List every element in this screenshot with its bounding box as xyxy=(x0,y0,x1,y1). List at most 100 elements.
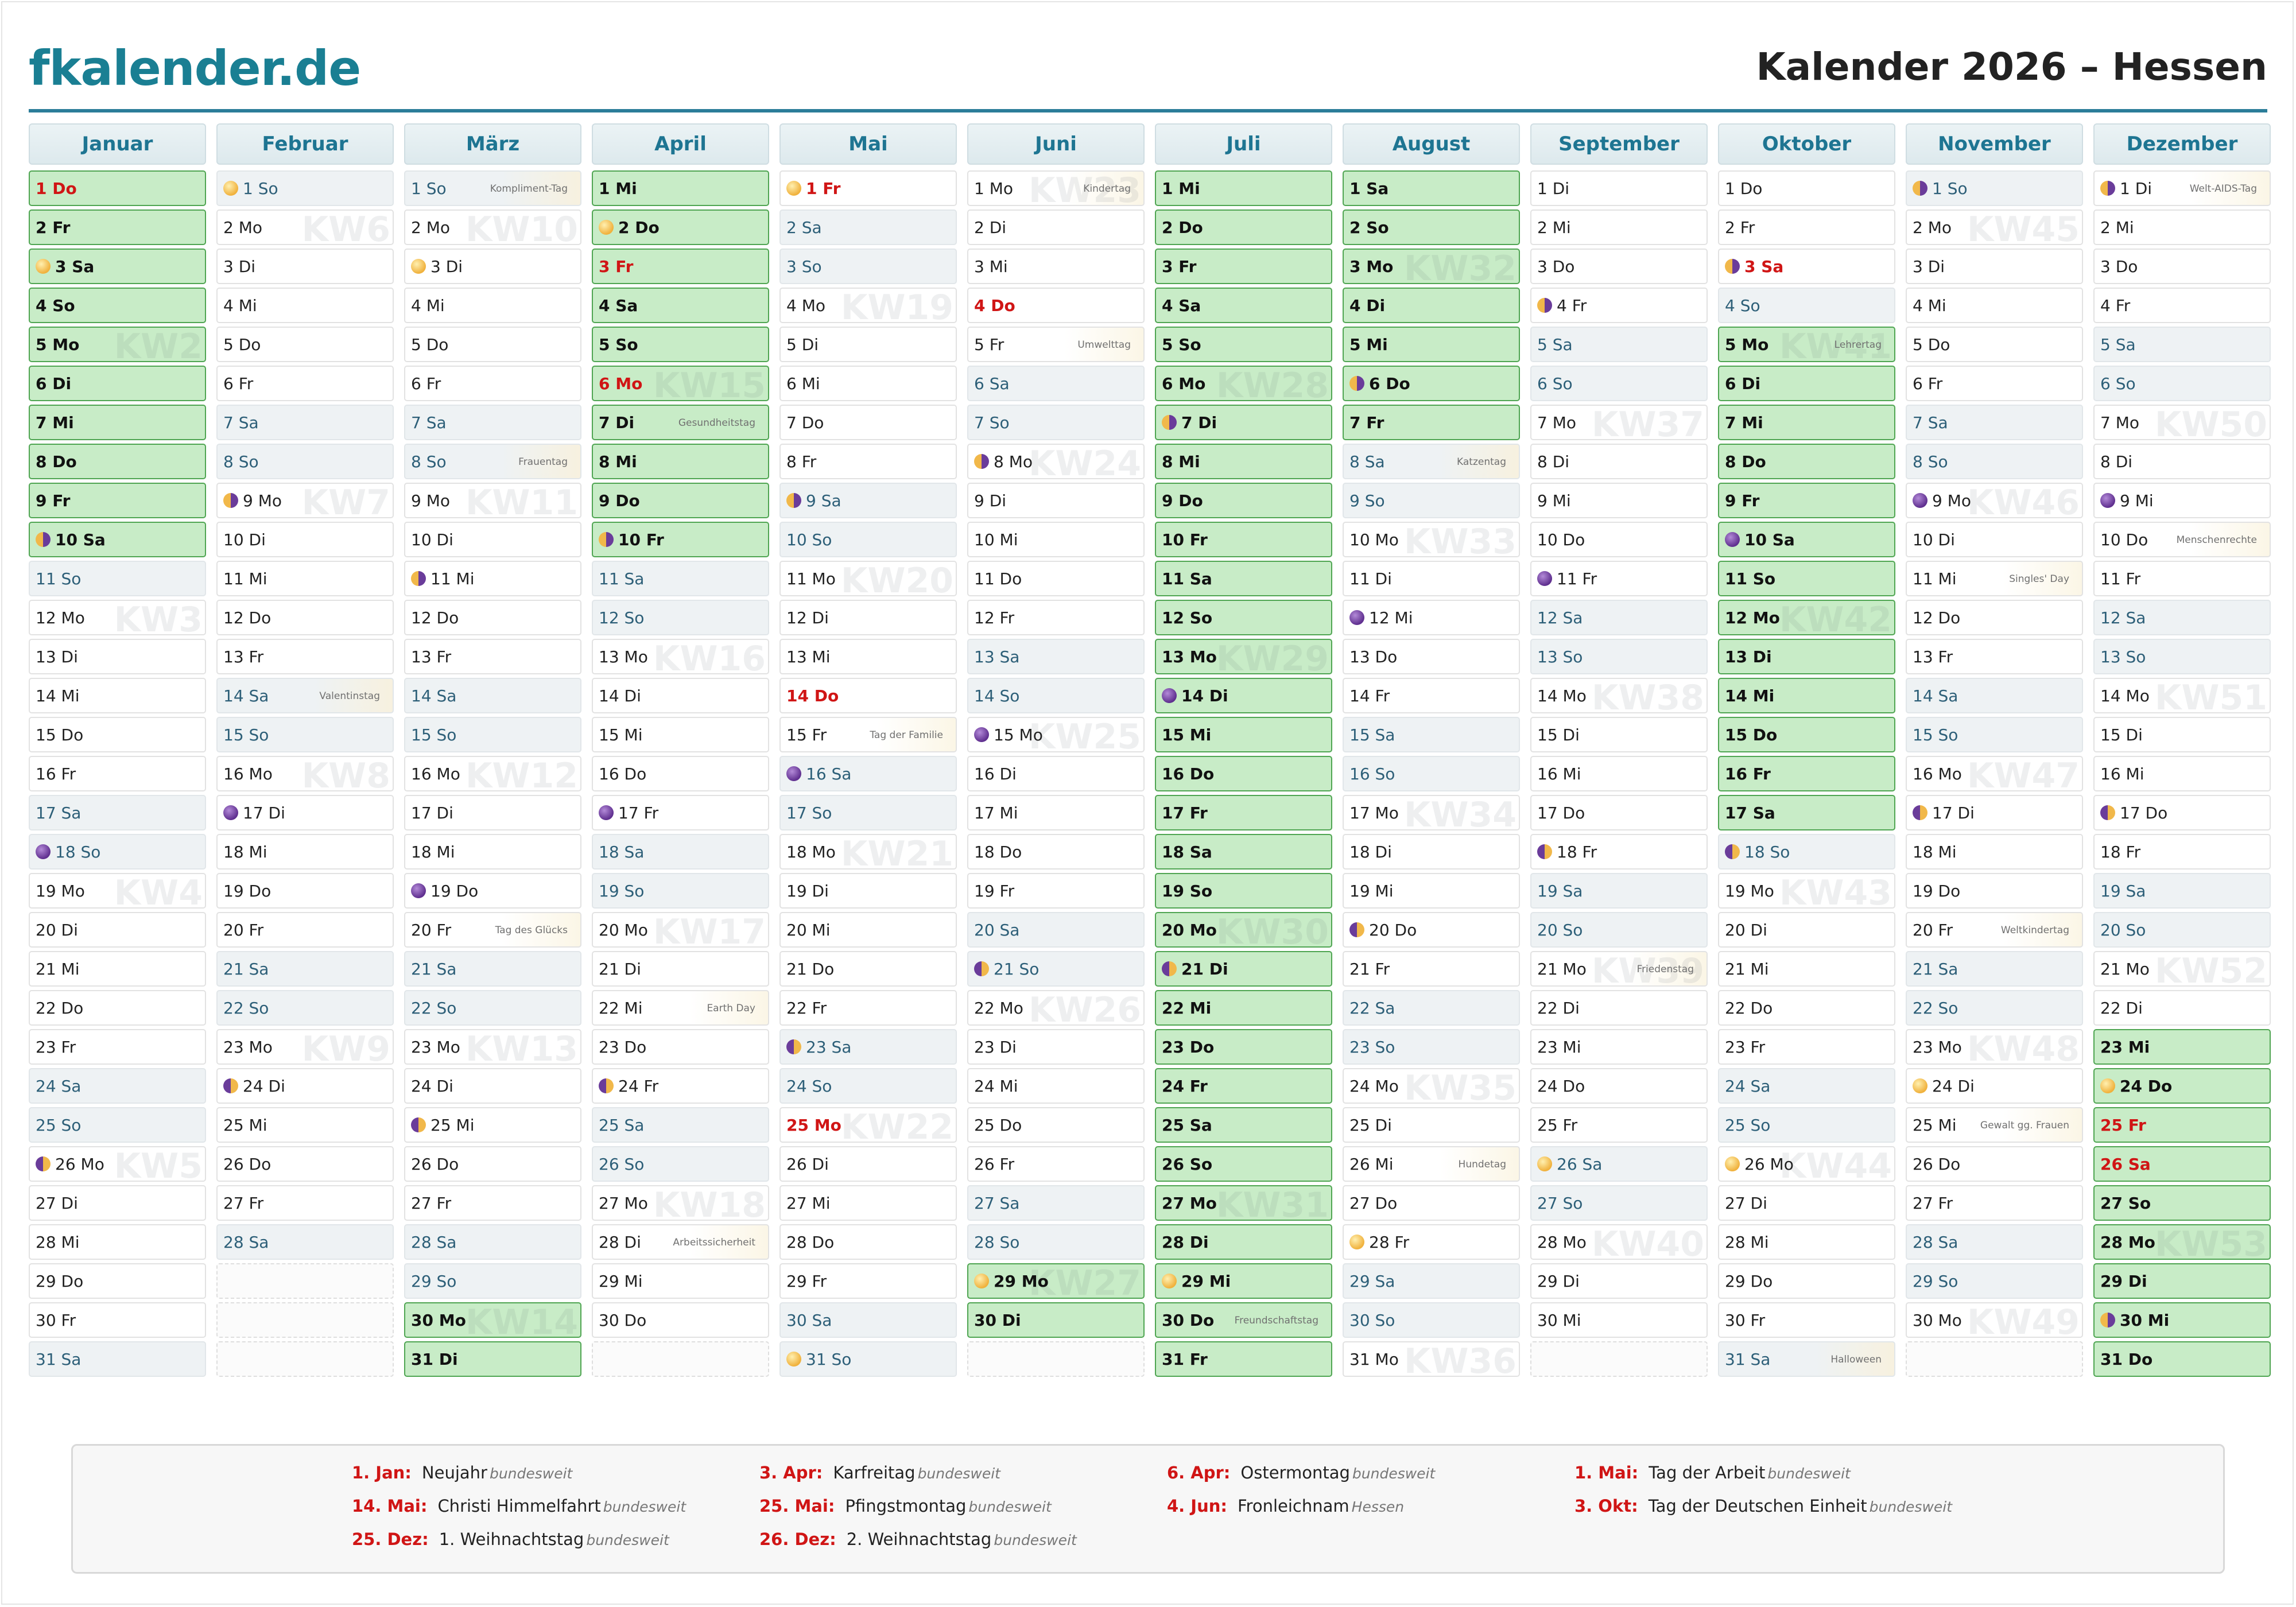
day-cell[interactable]: 10 Do xyxy=(1530,522,1708,557)
day-cell[interactable]: 20 So xyxy=(1530,912,1708,948)
day-cell[interactable]: 1 Di Welt-AIDS-Tag xyxy=(2093,170,2271,206)
day-cell[interactable]: 2 Mi xyxy=(1530,209,1708,245)
day-cell[interactable]: 1 Do xyxy=(29,170,206,206)
day-cell[interactable]: 31 So xyxy=(779,1341,957,1377)
day-cell[interactable]: 31 Do xyxy=(2093,1341,2271,1377)
day-cell[interactable]: 17 Fr xyxy=(1155,795,1332,830)
day-cell[interactable]: 6 Do xyxy=(1343,366,1520,401)
day-cell[interactable]: 22 Mi Earth Day xyxy=(592,990,769,1026)
day-cell[interactable]: 22 So xyxy=(404,990,581,1026)
day-cell[interactable]: 3 So xyxy=(779,249,957,284)
day-cell[interactable]: 21 Di xyxy=(1155,951,1332,987)
day-cell[interactable]: 21 Sa xyxy=(1906,951,2083,987)
day-cell[interactable]: 13 So xyxy=(2093,639,2271,674)
day-cell[interactable]: 1 Mi xyxy=(1155,170,1332,206)
day-cell[interactable]: KW9 23 Mo xyxy=(216,1029,394,1065)
day-cell[interactable]: 24 Sa xyxy=(29,1068,206,1104)
day-cell[interactable]: 9 Fr xyxy=(1718,483,1895,518)
day-cell[interactable]: 15 Di xyxy=(1530,717,1708,752)
day-cell[interactable]: 6 Fr xyxy=(216,366,394,401)
day-cell[interactable]: 27 Do xyxy=(1343,1185,1520,1221)
day-cell[interactable]: 1 So xyxy=(216,170,394,206)
day-cell[interactable]: 29 Fr xyxy=(779,1263,957,1299)
day-cell[interactable]: 19 Fr xyxy=(967,873,1145,909)
day-cell[interactable]: 10 Di xyxy=(216,522,394,557)
day-cell[interactable]: 10 Sa xyxy=(1718,522,1895,557)
day-cell[interactable]: 19 So xyxy=(1155,873,1332,909)
day-cell[interactable]: KW32 3 Mo xyxy=(1343,249,1520,284)
day-cell[interactable]: 29 Sa xyxy=(1343,1263,1520,1299)
day-cell[interactable]: KW28 6 Mo xyxy=(1155,366,1332,401)
day-cell[interactable]: KW40 28 Mo xyxy=(1530,1224,1708,1260)
day-cell[interactable]: 22 Fr xyxy=(779,990,957,1026)
day-cell[interactable]: 6 Di xyxy=(1718,366,1895,401)
day-cell[interactable]: 5 Do xyxy=(216,327,394,362)
day-cell[interactable]: 12 So xyxy=(1155,600,1332,635)
day-cell[interactable]: KW17 20 Mo xyxy=(592,912,769,948)
day-cell[interactable]: 20 Fr Weltkindertag xyxy=(1906,912,2083,948)
day-cell[interactable]: 19 Mi xyxy=(1343,873,1520,909)
day-cell[interactable]: KW33 10 Mo xyxy=(1343,522,1520,557)
day-cell[interactable]: 13 Fr xyxy=(216,639,394,674)
day-cell[interactable]: 30 Sa xyxy=(779,1302,957,1338)
day-cell[interactable]: 9 Do xyxy=(592,483,769,518)
day-cell[interactable]: 26 Do xyxy=(1906,1146,2083,1182)
day-cell[interactable]: 7 Sa xyxy=(216,405,394,440)
day-cell[interactable]: 11 Fr xyxy=(1530,561,1708,596)
day-cell[interactable]: 22 Di xyxy=(1530,990,1708,1026)
day-cell[interactable]: 25 So xyxy=(1718,1107,1895,1143)
day-cell[interactable]: KW25 15 Mo xyxy=(967,717,1145,752)
day-cell[interactable]: 24 Mi xyxy=(967,1068,1145,1104)
day-cell[interactable]: 27 So xyxy=(2093,1185,2271,1221)
day-cell[interactable]: 16 So xyxy=(1343,756,1520,791)
day-cell[interactable]: 19 Do xyxy=(404,873,581,909)
day-cell[interactable]: KW44 26 Mo xyxy=(1718,1146,1895,1182)
day-cell[interactable]: 18 Mi xyxy=(216,834,394,870)
day-cell[interactable]: 29 So xyxy=(404,1263,581,1299)
day-cell[interactable]: 14 Fr xyxy=(1343,678,1520,713)
day-cell[interactable]: 6 Mi xyxy=(779,366,957,401)
day-cell[interactable]: 12 Fr xyxy=(967,600,1145,635)
day-cell[interactable]: 24 Di xyxy=(404,1068,581,1104)
day-cell[interactable]: 8 Mi xyxy=(1155,444,1332,479)
day-cell[interactable]: 4 So xyxy=(29,288,206,323)
day-cell[interactable]: 20 Mi xyxy=(779,912,957,948)
day-cell[interactable]: 12 Do xyxy=(216,600,394,635)
day-cell[interactable]: 17 Mi xyxy=(967,795,1145,830)
day-cell[interactable]: 9 Do xyxy=(1155,483,1332,518)
day-cell[interactable]: 17 Sa xyxy=(1718,795,1895,830)
day-cell[interactable]: 18 So xyxy=(29,834,206,870)
day-cell[interactable]: 27 Mi xyxy=(779,1185,957,1221)
day-cell[interactable]: 9 Fr xyxy=(29,483,206,518)
day-cell[interactable]: 3 Mi xyxy=(967,249,1145,284)
day-cell[interactable]: 8 So xyxy=(1906,444,2083,479)
day-cell[interactable]: 3 Do xyxy=(1530,249,1708,284)
day-cell[interactable]: KW12 16 Mo xyxy=(404,756,581,791)
day-cell[interactable]: 5 Sa xyxy=(1530,327,1708,362)
day-cell[interactable]: 30 So xyxy=(1343,1302,1520,1338)
day-cell[interactable]: 3 Di xyxy=(1906,249,2083,284)
day-cell[interactable]: KW45 2 Mo xyxy=(1906,209,2083,245)
day-cell[interactable]: 28 Sa xyxy=(1906,1224,2083,1260)
day-cell[interactable]: 25 Mi xyxy=(404,1107,581,1143)
day-cell[interactable]: 17 So xyxy=(779,795,957,830)
day-cell[interactable]: 7 Sa xyxy=(404,405,581,440)
day-cell[interactable]: 24 Di xyxy=(1906,1068,2083,1104)
day-cell[interactable]: 23 Sa xyxy=(779,1029,957,1065)
day-cell[interactable]: 22 Mi xyxy=(1155,990,1332,1026)
day-cell[interactable]: 7 Di xyxy=(1155,405,1332,440)
day-cell[interactable]: 11 Fr xyxy=(2093,561,2271,596)
day-cell[interactable]: 2 Do xyxy=(592,209,769,245)
day-cell[interactable]: 28 Sa xyxy=(216,1224,394,1260)
day-cell[interactable]: 12 Di xyxy=(779,600,957,635)
day-cell[interactable]: 1 So xyxy=(1906,170,2083,206)
day-cell[interactable]: 23 Do xyxy=(1155,1029,1332,1065)
day-cell[interactable]: 2 Fr xyxy=(29,209,206,245)
day-cell[interactable]: KW51 14 Mo xyxy=(2093,678,2271,713)
day-cell[interactable]: KW39 21 Mo Friedenstag xyxy=(1530,951,1708,987)
day-cell[interactable]: KW22 25 Mo xyxy=(779,1107,957,1143)
day-cell[interactable]: 12 Sa xyxy=(2093,600,2271,635)
day-cell[interactable]: 2 Do xyxy=(1155,209,1332,245)
day-cell[interactable]: 4 Di xyxy=(1343,288,1520,323)
day-cell[interactable]: 9 So xyxy=(1343,483,1520,518)
